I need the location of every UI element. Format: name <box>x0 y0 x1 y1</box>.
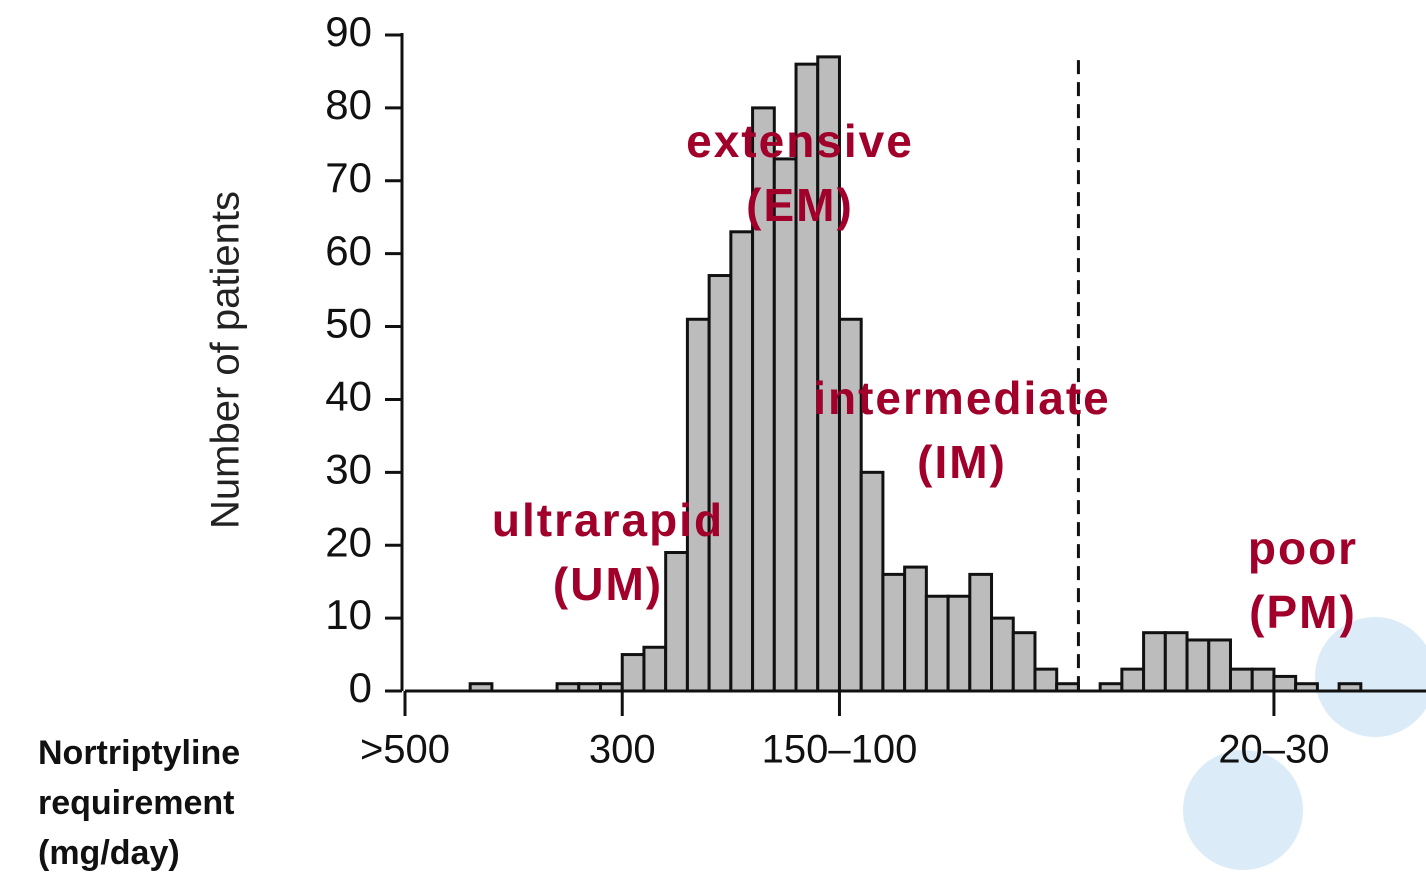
bar <box>946 594 972 693</box>
annotation: intermediate <box>813 372 1111 424</box>
y-tick-label: 90 <box>325 8 372 55</box>
bar <box>924 594 950 693</box>
bar <box>881 572 907 693</box>
annotation: extensive <box>686 115 914 167</box>
decoration-circle <box>1183 750 1303 870</box>
bar <box>1228 667 1254 693</box>
bar <box>1207 638 1232 693</box>
y-axis-label: Number of patients <box>204 191 248 529</box>
annotation: (PM) <box>1249 586 1357 638</box>
x-tick-label: >500 <box>360 728 450 772</box>
bar <box>1033 667 1059 693</box>
bar <box>990 616 1015 693</box>
y-tick-label: 20 <box>325 518 372 565</box>
bar <box>1250 667 1276 693</box>
x-tick-label: 20–30 <box>1218 728 1329 772</box>
x-axis-label: requirement <box>38 784 235 822</box>
y-tick-label: 80 <box>325 81 372 128</box>
annotation: poor <box>1248 522 1358 574</box>
bar <box>1120 667 1146 693</box>
bar <box>1163 631 1189 693</box>
annotation: (IM) <box>917 436 1007 488</box>
y-tick-label: 40 <box>325 373 372 420</box>
bar <box>729 230 755 693</box>
bar <box>1142 631 1167 693</box>
y-tick-label: 10 <box>325 591 372 638</box>
bar <box>707 274 733 693</box>
y-tick-label: 0 <box>349 664 372 711</box>
bar <box>1011 631 1037 693</box>
x-axis-label: (mg/day) <box>38 834 180 872</box>
annotation: (UM) <box>553 558 663 610</box>
bar <box>1185 638 1211 693</box>
y-tick-label: 70 <box>325 154 372 201</box>
bar <box>903 565 928 693</box>
annotation: ultrarapid <box>492 494 724 546</box>
x-tick-label: 150–100 <box>762 728 918 772</box>
bar <box>1272 674 1298 693</box>
y-tick-label: 50 <box>325 300 372 347</box>
decoration-circle <box>1315 617 1426 737</box>
bar <box>968 572 994 693</box>
x-tick-label: 300 <box>589 728 656 772</box>
bar <box>642 645 668 693</box>
annotation: (EM) <box>746 179 854 231</box>
bar <box>772 157 798 693</box>
bar <box>620 653 646 693</box>
bar <box>859 470 885 693</box>
y-tick-label: 60 <box>325 227 372 274</box>
bar <box>664 551 689 693</box>
x-axis-label: Nortriptyline <box>38 734 240 772</box>
y-tick-label: 30 <box>325 445 372 492</box>
